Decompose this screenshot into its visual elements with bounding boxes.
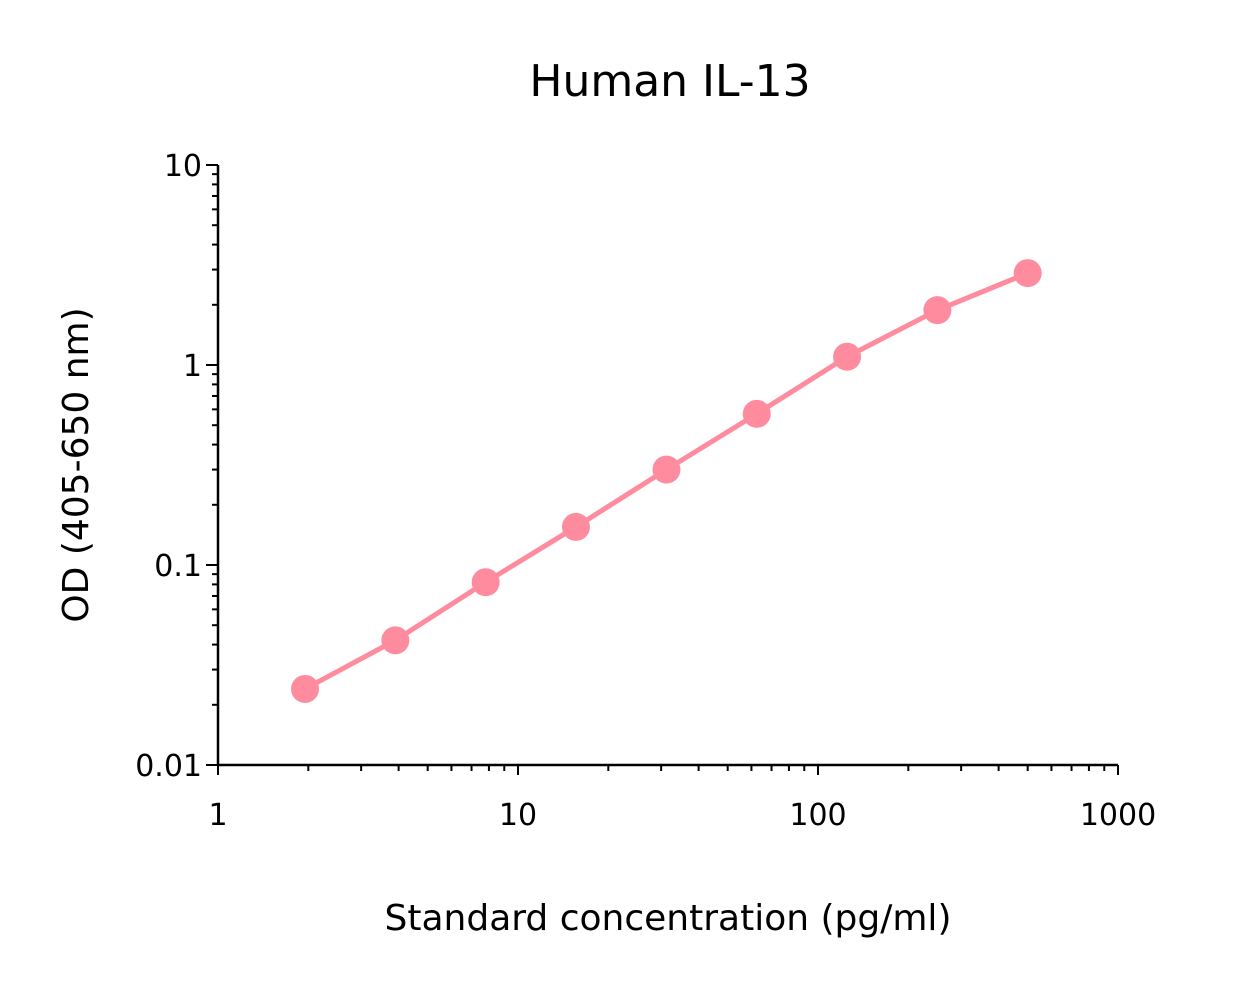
- data-point: [742, 399, 771, 428]
- y-tick-label: 1: [183, 349, 202, 384]
- x-tick-label: 1000: [1080, 798, 1156, 833]
- data-point: [1013, 259, 1042, 288]
- data-point: [291, 674, 320, 703]
- y-tick-label: 0.01: [135, 749, 202, 784]
- data-point: [471, 568, 500, 597]
- y-tick-label: 0.1: [154, 549, 202, 584]
- axes: 1 10 100 1000 0.01 0.1 1 10: [135, 149, 1156, 833]
- chart-title: Human IL-13: [529, 56, 810, 107]
- data-point: [923, 296, 952, 325]
- data-point: [833, 342, 862, 371]
- y-tick-label: 10: [164, 149, 202, 184]
- x-tick-label: 10: [499, 798, 537, 833]
- x-tick-label: 1: [208, 798, 227, 833]
- data-marks: [291, 259, 1042, 703]
- data-point: [561, 512, 590, 541]
- data-point: [381, 626, 410, 655]
- data-point: [652, 455, 681, 484]
- y-axis-label: OD (405-650 nm): [56, 307, 97, 622]
- x-axis-label: Standard concentration (pg/ml): [385, 898, 952, 939]
- x-tick-label: 100: [789, 798, 846, 833]
